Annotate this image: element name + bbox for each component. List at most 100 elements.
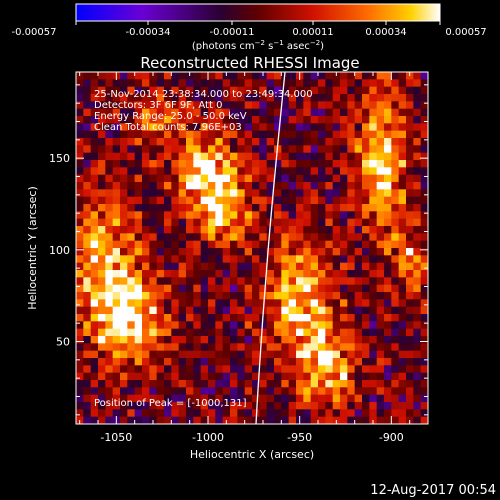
heatmap-cell	[134, 211, 143, 220]
heatmap-cell	[112, 306, 121, 315]
heatmap-cell	[281, 123, 290, 132]
heatmap-cell	[200, 123, 209, 132]
heatmap-cell	[354, 130, 363, 139]
heatmap-cell	[186, 160, 194, 168]
heatmap-cell	[296, 284, 304, 293]
heatmap-cell	[222, 226, 231, 234]
heatmap-cell	[208, 86, 216, 95]
heatmap-cell	[281, 108, 290, 117]
heatmap-cell	[200, 358, 209, 366]
heatmap-cell	[318, 277, 326, 286]
heatmap-cell	[296, 270, 304, 278]
heatmap-cell	[274, 328, 282, 337]
heatmap-cell	[127, 240, 136, 249]
heatmap-cell	[259, 277, 268, 286]
heatmap-cell	[193, 226, 202, 234]
heatmap-cell	[384, 189, 392, 198]
heatmap-cell	[171, 314, 180, 322]
heatmap-cell	[413, 79, 422, 88]
heatmap-cell	[164, 211, 172, 220]
heatmap-cell	[120, 328, 128, 337]
heatmap-cell	[332, 86, 341, 95]
heatmap-cell	[156, 138, 165, 146]
heatmap-cell	[340, 328, 348, 337]
heatmap-cell	[164, 240, 172, 249]
heatmap-cell	[318, 226, 326, 234]
heatmap-cell	[200, 226, 209, 234]
heatmap-cell	[259, 226, 268, 234]
heatmap-cell	[112, 167, 121, 176]
heatmap-cell	[332, 196, 341, 205]
heatmap-cell	[208, 358, 216, 366]
heatmap-cell	[200, 299, 209, 308]
heatmap-cell	[105, 196, 114, 205]
heatmap-cell	[274, 226, 282, 234]
heatmap-cell	[332, 380, 341, 388]
heatmap-cell	[281, 350, 290, 359]
heatmap-cell	[222, 284, 231, 293]
heatmap-cell	[149, 343, 158, 352]
heatmap-cell	[90, 292, 99, 300]
heatmap-cell	[406, 380, 414, 388]
heatmap-cell	[252, 167, 260, 176]
heatmap-cell	[391, 233, 400, 242]
heatmap-cell	[310, 394, 319, 403]
heatmap-cell	[178, 394, 187, 403]
heatmap-cell	[259, 248, 268, 256]
info-line-detectors: Detectors: 3F 6F 9F, Att 0	[94, 100, 222, 111]
heatmap-cell	[142, 123, 150, 132]
heatmap-cell	[318, 189, 326, 198]
heatmap-cell	[354, 277, 363, 286]
heatmap-cell	[252, 240, 260, 249]
heatmap-cell	[318, 358, 326, 366]
heatmap-cell	[318, 204, 326, 212]
heatmap-cell	[149, 160, 158, 168]
heatmap-cell	[222, 86, 231, 95]
heatmap-cell	[222, 255, 231, 264]
heatmap-cell	[83, 292, 92, 300]
heatmap-cell	[98, 211, 106, 220]
heatmap-cell	[215, 218, 224, 227]
heatmap-cell	[156, 72, 165, 80]
heatmap-cell	[303, 314, 312, 322]
heatmap-cell	[127, 416, 136, 424]
heatmap-cell	[252, 130, 260, 139]
heatmap-cell	[369, 328, 378, 337]
heatmap-cell	[347, 402, 356, 410]
heatmap-cell	[369, 218, 378, 227]
heatmap-cell	[127, 321, 136, 330]
heatmap-cell	[296, 380, 304, 388]
heatmap-cell	[215, 380, 224, 388]
heatmap-cell	[120, 336, 128, 344]
heatmap-cell	[340, 160, 348, 168]
heatmap-cell	[105, 277, 114, 286]
heatmap-cell	[310, 233, 319, 242]
heatmap-cell	[406, 314, 414, 322]
heatmap-cell	[398, 394, 407, 403]
heatmap-cell	[406, 174, 414, 183]
heatmap-cell	[105, 123, 114, 132]
heatmap-cell	[310, 79, 319, 88]
heatmap-cell	[274, 372, 282, 381]
heatmap-cell	[120, 372, 128, 381]
heatmap-cell	[244, 402, 253, 410]
heatmap-cell	[164, 182, 172, 190]
heatmap-cell	[90, 343, 99, 352]
heatmap-cell	[83, 343, 92, 352]
heatmap-cell	[391, 72, 400, 80]
heatmap-cell	[120, 409, 128, 418]
heatmap-cell	[244, 145, 253, 154]
heatmap-cell	[164, 86, 172, 95]
heatmap-cell	[222, 328, 231, 337]
heatmap-cell	[178, 167, 187, 176]
heatmap-cell	[134, 328, 143, 337]
heatmap-cell	[134, 196, 143, 205]
heatmap-cell	[325, 270, 334, 278]
heatmap-cell	[420, 402, 428, 410]
heatmap-cell	[83, 372, 92, 381]
heatmap-cell	[230, 314, 238, 322]
heatmap-cell	[244, 167, 253, 176]
heatmap-cell	[354, 409, 363, 418]
heatmap-cell	[156, 233, 165, 242]
heatmap-cell	[332, 130, 341, 139]
